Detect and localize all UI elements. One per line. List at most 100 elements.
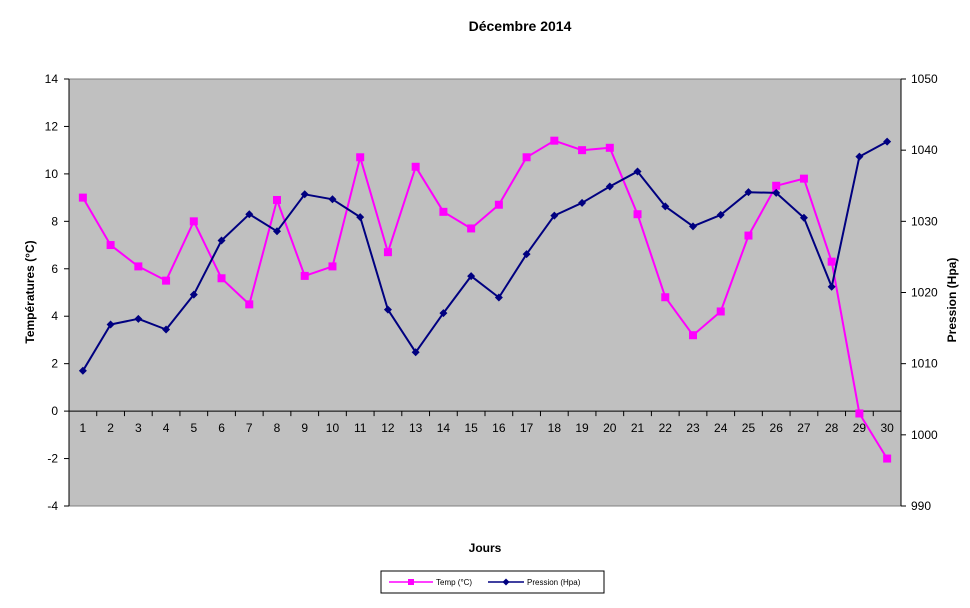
left-tick-label: -2 xyxy=(47,452,58,466)
x-tick-label: 6 xyxy=(218,421,225,435)
data-point-pression xyxy=(689,222,697,231)
x-tick-label: 14 xyxy=(437,421,451,435)
data-point-pression xyxy=(467,272,476,281)
data-point-pression xyxy=(883,137,892,146)
data-point-pression xyxy=(162,325,171,334)
x-tick-label: 25 xyxy=(742,421,756,435)
left-tick-label: 14 xyxy=(45,72,59,86)
right-tick-label: 1010 xyxy=(911,357,938,371)
x-tick-label: 15 xyxy=(464,421,478,435)
data-point-pression xyxy=(799,213,808,222)
right-tick-label: 1040 xyxy=(911,143,938,157)
data-point-pression xyxy=(605,182,614,191)
data-point-temp xyxy=(716,307,725,316)
data-point-temp xyxy=(799,174,808,183)
data-point-pression xyxy=(78,366,87,375)
x-tick-label: 28 xyxy=(825,421,839,435)
x-axis: 1 2 3 4 5 6 7 8 9 10 11 12 13 14 15 16 17 18 19 20 21 22 23 24 2… xyxy=(68,410,902,435)
data-point-pression xyxy=(383,305,392,314)
data-point-temp xyxy=(189,217,198,226)
data-point-pression xyxy=(273,227,281,236)
data-point-pression xyxy=(106,320,115,329)
data-point-temp xyxy=(578,146,587,155)
data-point-pression xyxy=(189,290,198,299)
data-point-pression xyxy=(328,195,337,204)
x-tick-label: 23 xyxy=(686,421,700,435)
x-tick-label: 30 xyxy=(880,421,894,435)
left-tick-label: 8 xyxy=(51,214,58,228)
x-tick-label: 11 xyxy=(354,421,367,435)
x-tick-label: 29 xyxy=(853,421,867,435)
data-point-temp xyxy=(689,331,697,340)
right-tick-label: 1030 xyxy=(911,214,938,228)
left-tick-label: 10 xyxy=(45,167,59,181)
data-point-temp xyxy=(550,136,559,145)
x-tick-label: 18 xyxy=(548,421,562,435)
data-point-pression xyxy=(245,210,254,219)
x-tick-label: 10 xyxy=(326,421,340,435)
data-point-temp xyxy=(106,241,115,250)
x-tick-label: 20 xyxy=(603,421,617,435)
data-point-temp xyxy=(522,153,531,162)
data-point-temp xyxy=(827,257,836,266)
data-point-temp xyxy=(661,293,670,302)
data-point-pression xyxy=(494,293,503,302)
series-line-0 xyxy=(82,139,888,460)
series-layer xyxy=(78,136,892,463)
data-point-temp xyxy=(78,193,87,202)
data-point-temp xyxy=(439,207,448,216)
x-tick-label: 21 xyxy=(631,421,645,435)
data-point-temp xyxy=(162,276,171,285)
data-point-pression xyxy=(550,211,559,220)
data-point-pression xyxy=(827,282,836,291)
x-axis-title: Jours xyxy=(469,541,502,555)
left-tick-label: -4 xyxy=(47,499,58,513)
left-axis: -4 -2 0 2 4 6 8 10 12 14 xyxy=(45,72,70,513)
data-point-temp xyxy=(883,454,892,463)
x-tick-label: 13 xyxy=(409,421,423,435)
legend-marker-pression xyxy=(502,578,510,586)
plot-area xyxy=(68,78,902,507)
x-tick-label: 17 xyxy=(520,421,534,435)
legend-marker-temp xyxy=(408,579,414,585)
left-tick-label: 4 xyxy=(51,309,58,323)
data-point-temp xyxy=(245,300,254,309)
right-axis: 990 1000 1010 1020 1030 1040 1050 xyxy=(900,72,938,513)
data-point-pression xyxy=(716,210,725,219)
x-tick-label: 1 xyxy=(80,421,87,435)
data-point-temp xyxy=(744,231,753,240)
data-point-temp xyxy=(273,195,281,204)
data-point-temp xyxy=(855,409,864,418)
x-tick-label: 16 xyxy=(492,421,506,435)
data-point-temp xyxy=(605,143,614,152)
x-tick-label: 2 xyxy=(107,421,114,435)
right-tick-label: 990 xyxy=(911,499,931,513)
data-point-temp xyxy=(383,248,392,257)
legend: Temp (°C) Pression (Hpa) xyxy=(380,570,605,594)
data-point-pression xyxy=(744,188,753,197)
right-tick-label: 1020 xyxy=(911,286,938,300)
x-tick-label: 8 xyxy=(274,421,281,435)
x-tick-label: 24 xyxy=(714,421,728,435)
x-tick-label: 19 xyxy=(575,421,589,435)
data-point-temp xyxy=(494,200,503,209)
x-tick-label: 22 xyxy=(659,421,673,435)
data-point-temp xyxy=(633,210,642,219)
x-tick-label: 7 xyxy=(246,421,253,435)
data-point-pression xyxy=(522,250,531,259)
data-point-pression xyxy=(217,236,226,245)
data-point-pression xyxy=(633,167,642,176)
data-point-pression xyxy=(661,202,670,211)
data-point-temp xyxy=(411,162,420,171)
left-tick-label: 12 xyxy=(45,119,59,133)
data-point-pression xyxy=(134,314,143,323)
series-line-1 xyxy=(82,140,888,372)
data-point-pression xyxy=(772,188,781,197)
legend-label-pression: Pression (Hpa) xyxy=(527,578,581,587)
data-point-pression xyxy=(855,152,864,161)
x-tick-label: 4 xyxy=(163,421,170,435)
data-point-pression xyxy=(578,198,587,207)
data-point-pression xyxy=(300,190,309,199)
